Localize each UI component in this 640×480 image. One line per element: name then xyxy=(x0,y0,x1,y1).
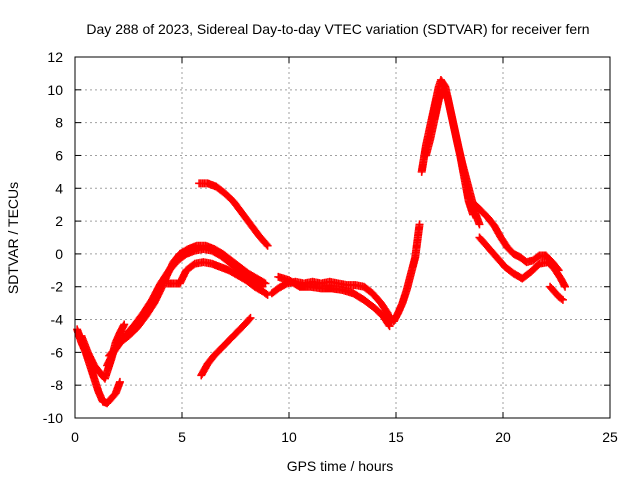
point-marker xyxy=(261,279,270,288)
point-marker xyxy=(263,241,272,250)
series-arc-midday-lower xyxy=(274,272,394,331)
point-marker xyxy=(469,210,478,219)
y-tick-label: 0 xyxy=(55,246,63,262)
series-arc-surge xyxy=(389,220,424,326)
y-tick-label: -2 xyxy=(51,279,64,295)
point-marker xyxy=(245,315,254,324)
series-arc-evening-end xyxy=(546,282,567,304)
point-marker xyxy=(415,220,424,229)
y-tick-label: -4 xyxy=(51,312,64,328)
series-arc-evening-upper xyxy=(471,200,563,275)
series-arc-evening-lower xyxy=(475,233,570,291)
series-arc-rise-secondary xyxy=(105,244,266,360)
point-marker xyxy=(384,320,393,329)
y-axis-label: SDTVAR / TECUs xyxy=(5,182,21,294)
x-tick-label: 25 xyxy=(602,429,618,445)
point-marker xyxy=(260,278,269,287)
y-tick-label: 8 xyxy=(55,115,63,131)
y-tick-label: 6 xyxy=(55,147,63,163)
data-points xyxy=(73,75,570,408)
x-tick-label: 10 xyxy=(281,429,297,445)
point-marker xyxy=(263,290,272,299)
point-marker xyxy=(385,322,394,331)
series-arc-peak-inner xyxy=(421,85,478,219)
chart-title: Day 288 of 2023, Sidereal Day-to-day VTE… xyxy=(86,21,589,37)
series-arc-rise-tail xyxy=(163,258,272,299)
point-marker xyxy=(262,240,271,249)
axis-ticks: 0 5 10 15 20 25 -10 -8 -6 -4 -2 0 2 4 6 8 10 12 xyxy=(43,49,618,445)
x-axis-label: GPS time / hours xyxy=(287,458,394,474)
point-marker xyxy=(561,282,570,291)
y-tick-label: 10 xyxy=(47,82,63,98)
y-tick-label: -6 xyxy=(51,344,64,360)
point-marker xyxy=(115,377,124,386)
y-tick-label: 12 xyxy=(47,49,63,65)
series-arc-low-ascend xyxy=(197,313,255,380)
point-marker xyxy=(558,295,567,304)
y-tick-label: -10 xyxy=(43,410,63,426)
series-arc-high-descend xyxy=(195,179,272,250)
point-marker xyxy=(557,294,566,303)
x-tick-label: 5 xyxy=(178,429,186,445)
x-tick-label: 15 xyxy=(388,429,404,445)
point-marker xyxy=(120,320,129,329)
x-tick-label: 0 xyxy=(71,429,79,445)
point-marker xyxy=(246,313,255,322)
point-marker xyxy=(475,220,484,229)
y-tick-label: 2 xyxy=(55,213,63,229)
x-tick-label: 20 xyxy=(495,429,511,445)
plot-frame xyxy=(74,56,611,419)
y-tick-label: 4 xyxy=(55,180,63,196)
y-tick-label: -8 xyxy=(51,377,64,393)
